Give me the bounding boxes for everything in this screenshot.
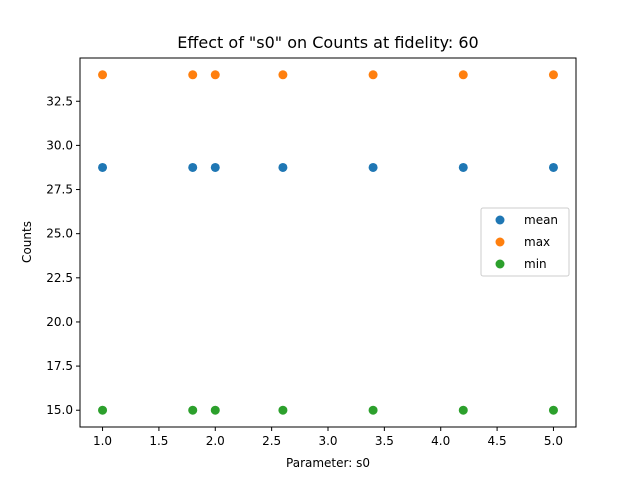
data-point-max [210,70,220,80]
x-tick-label: 2.5 [262,434,281,448]
data-point-min [210,405,220,415]
legend-marker-max [495,237,505,247]
legend-label-min: min [524,257,547,271]
axis-ticks: 1.0 1.5 2.0 2.5 3.0 3.5 4.0 4.5 5.0 15.0 17.5 20.0 2… [46,94,563,448]
y-axis-label: Counts [20,221,34,263]
data-point-mean [368,162,378,172]
data-points [98,70,558,415]
data-point-min [98,405,108,415]
y-tick-label: 17.5 [46,359,73,373]
legend: mean max min [480,207,570,277]
data-point-mean [188,162,198,172]
y-tick-label: 32.5 [46,94,73,108]
data-point-min [548,405,558,415]
legend-marker-mean [495,215,505,225]
y-tick-label: 30.0 [46,138,73,152]
data-point-mean [548,162,558,172]
x-tick-label: 3.5 [375,434,394,448]
chart-title: Effect of "s0" on Counts at fidelity: 60 [177,33,478,52]
data-point-mean [458,162,468,172]
data-point-max [548,70,558,80]
data-point-max [188,70,198,80]
data-point-min [188,405,198,415]
data-point-max [278,70,288,80]
data-point-min [368,405,378,415]
data-point-max [368,70,378,80]
x-tick-label: 4.5 [488,434,507,448]
y-tick-label: 27.5 [46,183,73,197]
x-tick-label: 1.0 [93,434,112,448]
data-point-min [278,405,288,415]
legend-marker-min [495,259,505,269]
data-point-max [458,70,468,80]
data-point-mean [98,162,108,172]
x-tick-label: 2.0 [206,434,225,448]
legend-label-mean: mean [524,213,558,227]
data-point-min [458,405,468,415]
data-point-mean [278,162,288,172]
legend-box [480,207,570,277]
legend-label-max: max [524,235,550,249]
x-axis-label: Parameter: s0 [286,456,370,470]
x-tick-label: 4.0 [431,434,450,448]
x-tick-label: 3.0 [318,434,337,448]
y-tick-label: 22.5 [46,271,73,285]
y-tick-label: 20.0 [46,315,73,329]
data-point-max [98,70,108,80]
x-tick-label: 1.5 [149,434,168,448]
y-tick-label: 25.0 [46,227,73,241]
data-point-mean [210,162,220,172]
x-tick-label: 5.0 [544,434,563,448]
plot-area-frame [79,57,577,428]
y-tick-label: 15.0 [46,403,73,417]
